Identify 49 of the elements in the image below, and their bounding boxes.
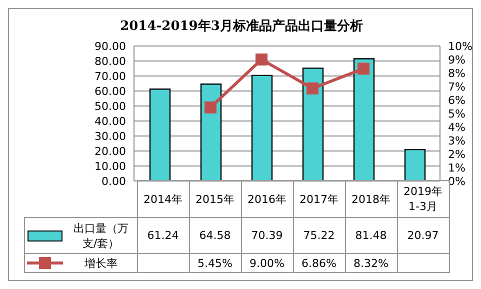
legend-label: 出口量（万支/套）: [72, 220, 130, 250]
data-label: 20.97: [397, 218, 449, 254]
legend-label: 增长率: [83, 256, 118, 270]
data-label: 61.24: [137, 218, 189, 254]
data-label: 70.39: [241, 218, 293, 254]
y2-tick-label: 1%: [448, 161, 466, 174]
bar: [149, 88, 171, 181]
y-tick-label: 30.00: [94, 130, 126, 143]
data-label: 9.00%: [241, 254, 293, 272]
point: [204, 101, 216, 114]
y-tick-label: 40.00: [94, 114, 126, 128]
point: [256, 54, 268, 66]
y2-tick-label: 3%: [448, 134, 466, 148]
y-tick-label: 0.00: [102, 174, 126, 188]
bar: [353, 58, 375, 181]
y-tick-label: 80.00: [94, 54, 126, 68]
data-label: 5.45%: [189, 254, 241, 272]
y-tick-label: 60.00: [94, 84, 126, 98]
y2-tick-label: 2%: [448, 148, 466, 161]
y2-tick-label: 10%: [448, 40, 472, 53]
y2-tick-label: 4%: [448, 120, 466, 134]
data-label: 75.22: [293, 218, 345, 254]
y-tick-label: 70.00: [94, 70, 126, 83]
data-label: 6.86%: [293, 254, 345, 272]
data-label: 8.32%: [345, 254, 397, 272]
x-tick-label: 2014年: [137, 180, 189, 218]
y-tick-label: 50.00: [94, 100, 126, 113]
point: [358, 62, 370, 75]
x-tick-label: 2019年 1-3月: [397, 180, 449, 218]
x-tick-label: 2015年: [189, 180, 241, 218]
chart-title: 2014-2019年3月标准品产品出口量分析: [119, 18, 364, 35]
x-tick-label: 2018年: [345, 180, 397, 218]
point: [306, 82, 318, 94]
bar: [200, 84, 222, 181]
x-tick-label: 2016年: [241, 180, 293, 218]
bar: [404, 148, 426, 181]
bar: [302, 68, 324, 181]
y-tick-label: 20.00: [94, 144, 126, 158]
data-label: 81.48: [345, 218, 397, 254]
y2-tick-label: 6%: [448, 94, 466, 107]
y-tick-label: 90.00: [94, 40, 126, 53]
x-tick-label: 2017年: [293, 180, 345, 218]
y2-tick-label: 5%: [448, 107, 466, 120]
y2-tick-label: 9%: [448, 53, 466, 66]
y2-tick-label: 7%: [448, 80, 466, 94]
y2-tick-label: 8%: [448, 66, 466, 80]
data-label: 64.58: [189, 218, 241, 254]
y-tick-label: 10.00: [94, 160, 126, 173]
bar: [251, 74, 273, 181]
